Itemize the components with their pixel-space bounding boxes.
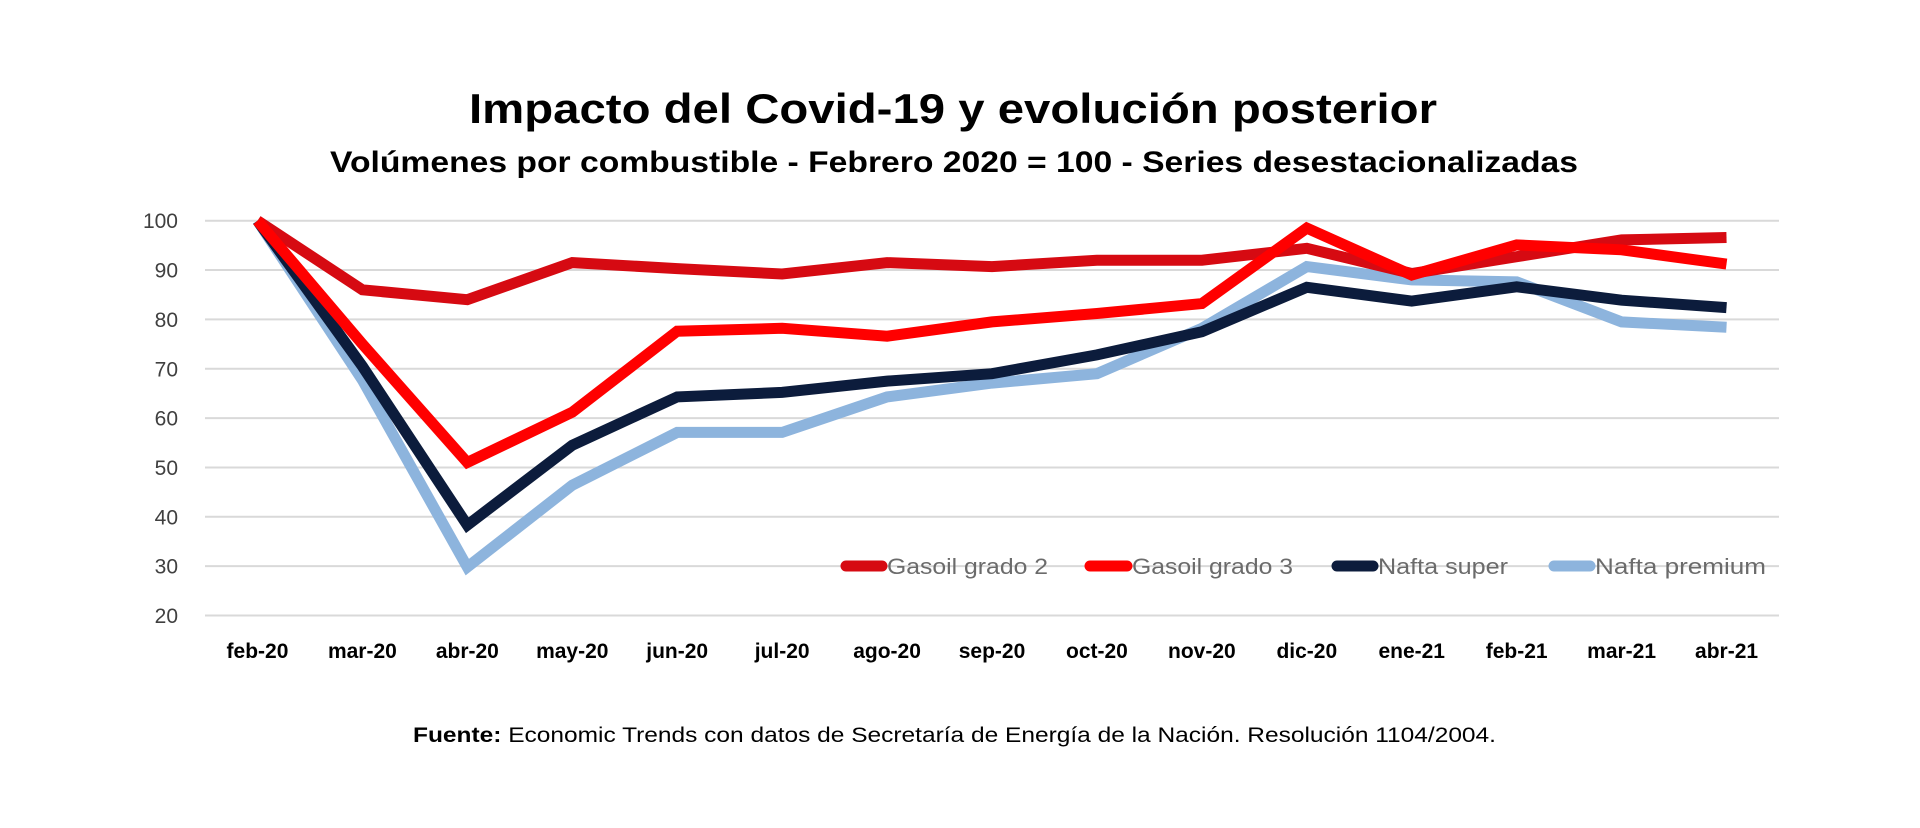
x-tick-label: mar-20 [328,640,397,663]
y-tick-label: 80 [155,309,178,332]
source-label: Fuente: [413,724,501,747]
x-tick-label: abr-20 [436,640,499,663]
x-tick-label: ene-21 [1378,640,1445,663]
x-tick-label: jul-20 [754,640,810,663]
legend: Gasoil grado 2 Gasoil grado 3 Nafta supe… [840,554,1766,579]
legend-item-gasoil-grado-2: Gasoil grado 2 [840,554,1048,579]
x-tick-label: feb-20 [227,640,289,663]
source-text: Economic Trends con datos de Secretaría … [501,724,1496,747]
x-tick-label: nov-20 [1168,640,1236,663]
x-tick-label: dic-20 [1276,640,1337,663]
y-tick-label: 40 [155,506,178,529]
legend-label-gasoil-grado-2: Gasoil grado 2 [887,554,1048,579]
y-tick-label: 20 [155,605,178,628]
chart-title: Impacto del Covid-19 y evolución posteri… [469,85,1437,132]
y-tick-label: 60 [155,408,178,431]
source-note: Fuente: Economic Trends con datos de Sec… [413,724,1496,747]
y-tick-label: 50 [155,457,178,480]
legend-item-nafta-premium: Nafta premium [1548,554,1766,579]
y-axis-ticks: 100 90 80 70 60 50 40 30 20 [143,210,178,628]
x-tick-label: jun-20 [645,640,708,663]
series-lines [252,216,1728,576]
x-tick-label: ago-20 [853,640,921,663]
y-tick-label: 90 [155,260,178,283]
chart-subtitle: Volúmenes por combustible - Febrero 2020… [330,146,1578,179]
x-tick-label: oct-20 [1066,640,1128,663]
legend-label-nafta-super: Nafta super [1378,554,1508,579]
y-tick-label: 30 [155,556,178,579]
legend-item-nafta-super: Nafta super [1331,554,1508,579]
y-tick-label: 70 [155,358,178,381]
legend-label-gasoil-grado-3: Gasoil grado 3 [1132,554,1293,579]
x-tick-label: mar-21 [1587,640,1656,663]
x-tick-label: abr-21 [1695,640,1758,663]
x-tick-label: sep-20 [959,640,1026,663]
x-tick-label: may-20 [536,640,608,663]
x-tick-label: feb-21 [1486,640,1548,663]
legend-label-nafta-premium: Nafta premium [1595,554,1766,579]
y-tick-label: 100 [143,210,178,233]
x-axis-ticks: feb-20 mar-20 abr-20 may-20 jun-20 jul-20 ago-… [227,640,1759,663]
legend-item-gasoil-grado-3: Gasoil grado 3 [1084,554,1293,579]
